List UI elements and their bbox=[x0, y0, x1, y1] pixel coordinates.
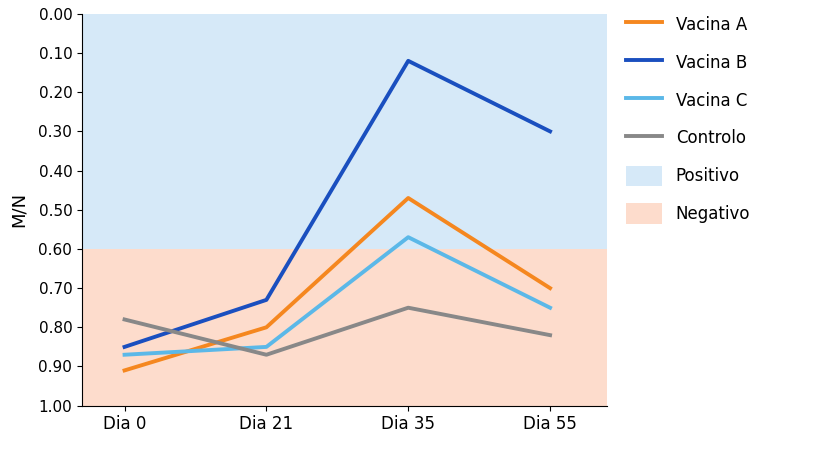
Bar bbox=[82, 14, 606, 249]
Y-axis label: M/N: M/N bbox=[9, 192, 27, 227]
Legend: Vacina A, Vacina B, Vacina C, Controlo, Positivo, Negativo: Vacina A, Vacina B, Vacina C, Controlo, … bbox=[625, 14, 749, 224]
Bar bbox=[82, 249, 606, 406]
